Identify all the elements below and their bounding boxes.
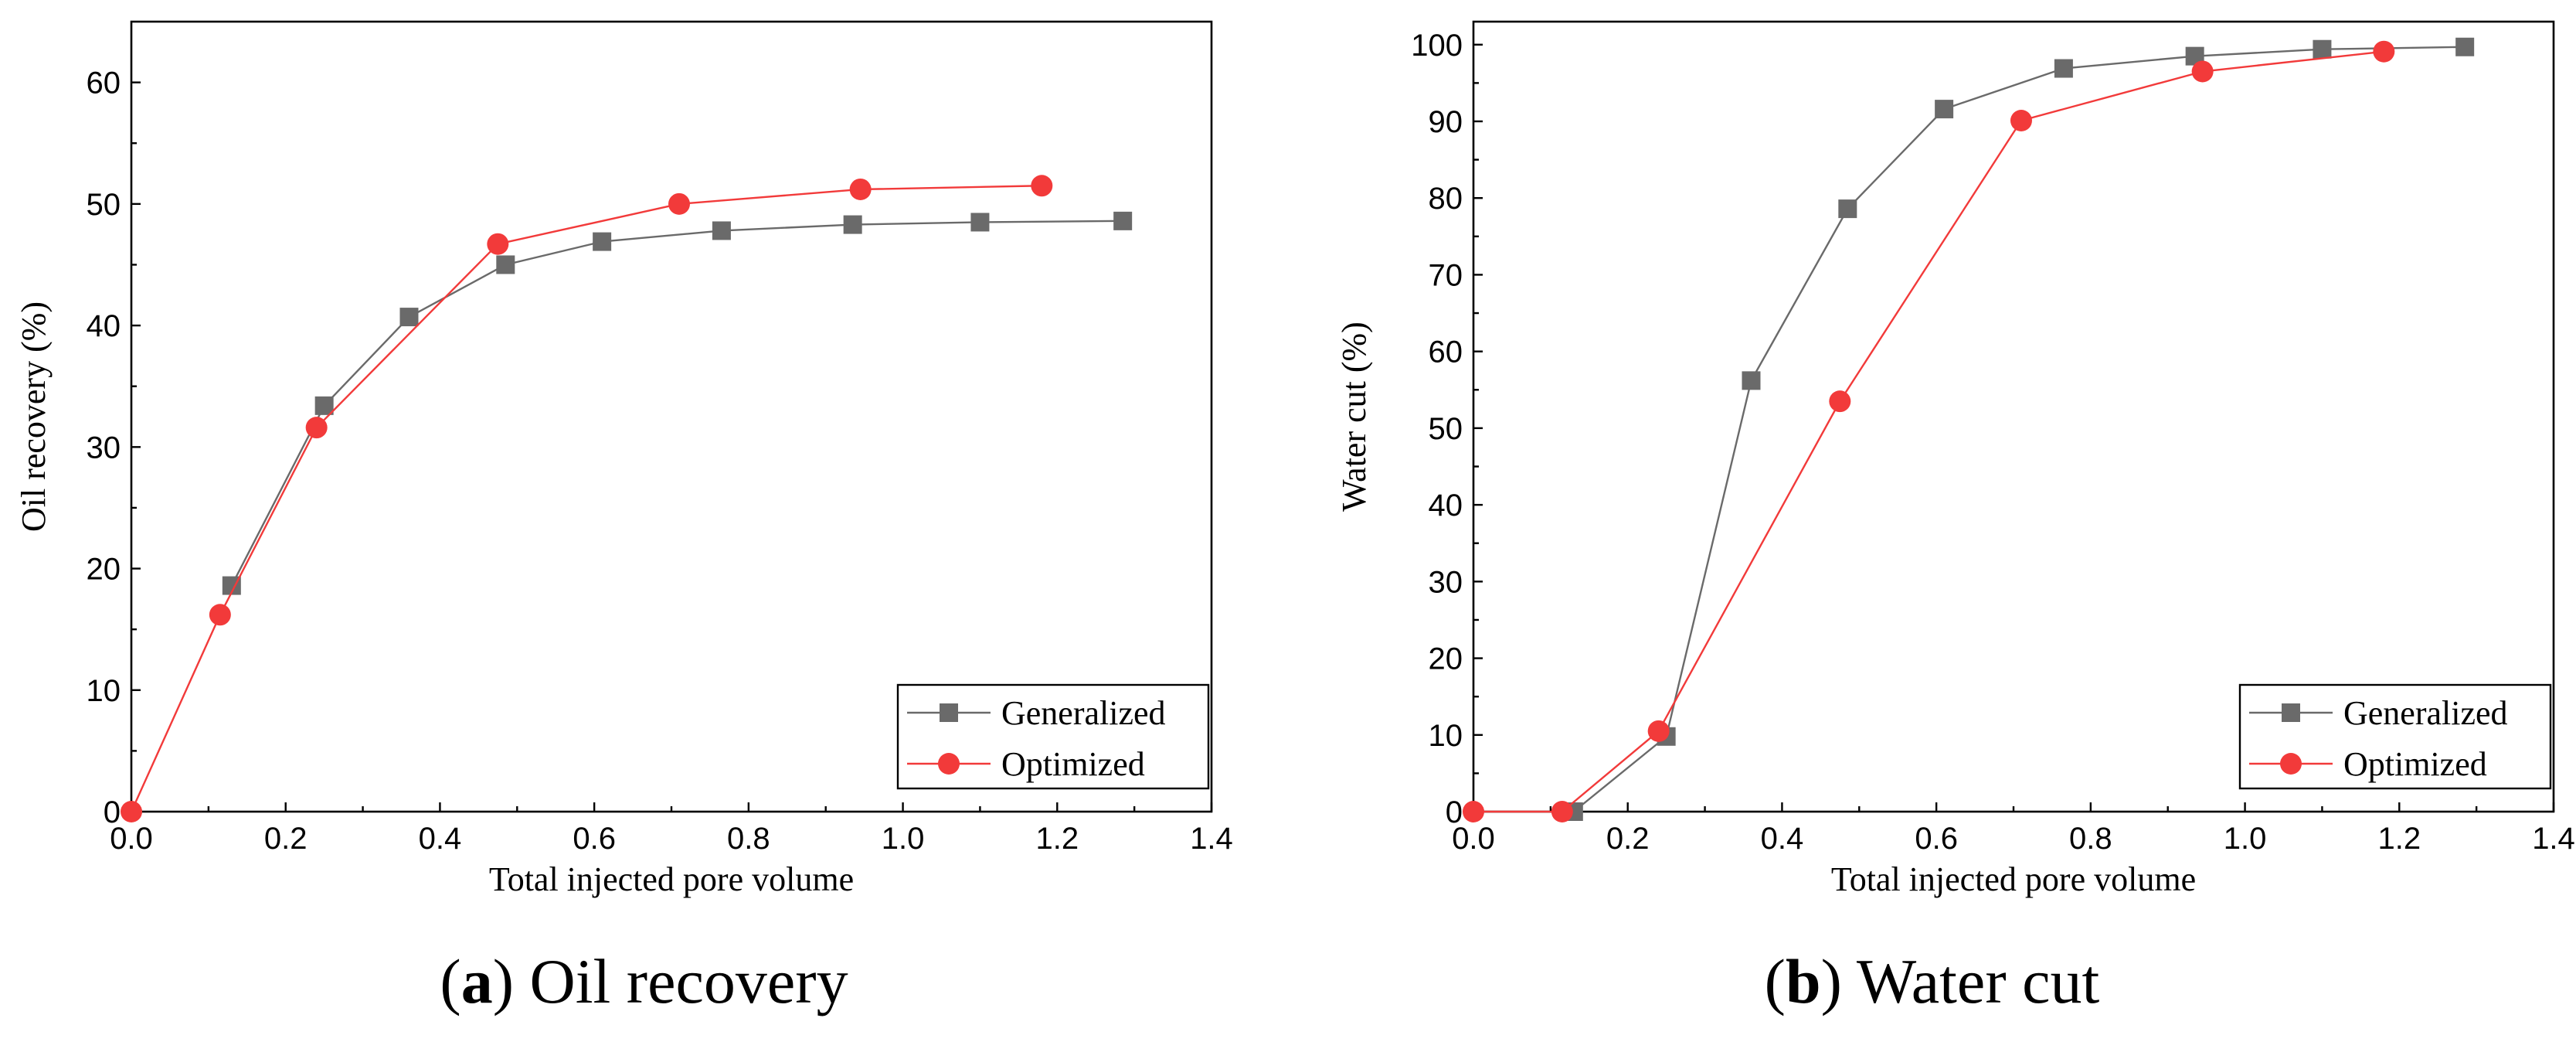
y-tick-label: 50	[87, 188, 121, 222]
y-tick-label: 0	[1446, 795, 1463, 829]
data-point-generalized	[2455, 37, 2475, 56]
x-tick-label: 1.2	[2377, 822, 2421, 856]
y-tick-label: 40	[87, 309, 121, 343]
data-point-generalized	[593, 232, 612, 251]
data-point-optimized	[2373, 40, 2395, 63]
data-point-optimized	[1829, 390, 1851, 413]
data-point-generalized	[2313, 39, 2332, 59]
x-tick-label: 0.2	[264, 822, 308, 856]
legend-marker-square-icon	[940, 703, 958, 722]
data-point-optimized	[305, 417, 328, 439]
data-point-generalized	[1935, 100, 1954, 119]
x-tick-label: 0.6	[1915, 822, 1958, 856]
series-line-generalized	[230, 220, 1123, 587]
x-tick-label: 0.4	[1761, 822, 1804, 856]
data-point-optimized	[1463, 801, 1484, 822]
y-tick-label: 0	[104, 795, 121, 829]
y-tick-label: 40	[1429, 489, 1463, 523]
y-tick-label: 90	[1429, 105, 1463, 139]
y-axis-title: Water cut (%)	[1335, 322, 1373, 512]
data-point-generalized	[2054, 59, 2073, 78]
y-tick-label: 60	[1429, 335, 1463, 369]
data-point-optimized	[121, 801, 142, 822]
x-tick-label: 0.8	[2069, 822, 2112, 856]
x-tick-label: 1.4	[1190, 822, 1233, 856]
data-point-optimized	[1647, 720, 1670, 742]
data-point-optimized	[487, 233, 509, 255]
caption-label: a	[460, 946, 493, 1016]
data-point-generalized	[1742, 371, 1761, 390]
y-tick-label: 20	[1429, 642, 1463, 676]
y-tick-label: 70	[1429, 258, 1463, 292]
data-point-generalized	[970, 213, 990, 232]
y-tick-label: 10	[1429, 719, 1463, 753]
legend: Generalized Optimized	[2238, 683, 2552, 790]
oil-recovery-chart: 0.0 0.2 0.4 0.6 0.8 1.0 1.2 1.4 0 10 20 30 40 50 60 Tot…	[15, 20, 1233, 898]
legend-marker-circle-icon	[2280, 753, 2302, 775]
y-tick-label: 20	[87, 553, 121, 587]
y-tick-label: 80	[1429, 182, 1463, 216]
data-point-generalized	[314, 396, 334, 415]
y-tick-label: 30	[1429, 565, 1463, 599]
y-tick-label: 10	[87, 674, 121, 708]
y-axis-title: Oil recovery (%)	[15, 301, 53, 532]
chart-panel-water-cut: 0.0 0.2 0.4 0.6 0.8 1.0 1.2 1.4 0 10 20 30 40 50 60 70 8…	[1288, 0, 2576, 1042]
legend-marker-circle-icon	[938, 753, 960, 775]
x-tick-label: 1.4	[2532, 822, 2575, 856]
x-tick-label: 0.2	[1606, 822, 1650, 856]
data-point-optimized	[2191, 60, 2214, 83]
legend-marker-square-icon	[2282, 703, 2300, 722]
data-point-generalized	[1838, 199, 1857, 219]
y-tick-label: 60	[87, 66, 121, 100]
caption-text: Water cut	[1856, 946, 2100, 1016]
data-point-generalized	[496, 255, 515, 274]
x-tick-label: 1.0	[2224, 822, 2267, 856]
x-tick-label: 1.2	[1035, 822, 1079, 856]
caption-water-cut: (b) Water cut	[1764, 946, 2100, 1016]
x-axis-title: Total injected pore volume	[489, 860, 854, 898]
data-point-optimized	[2010, 109, 2032, 131]
chart-panel-oil-recovery: 0.0 0.2 0.4 0.6 0.8 1.0 1.2 1.4 0 10 20 30 40 50 60 Tot…	[15, 20, 1233, 1016]
x-tick-label: 0.0	[110, 822, 153, 856]
data-point-optimized	[209, 604, 231, 626]
legend-label-generalized: Generalized	[2343, 694, 2508, 732]
data-point-generalized	[712, 221, 731, 240]
caption-oil-recovery: (a) Oil recovery	[440, 946, 848, 1016]
data-point-optimized	[1031, 175, 1053, 197]
legend-label-optimized: Optimized	[1001, 745, 1145, 783]
data-point-optimized	[1551, 801, 1573, 822]
x-tick-label: 0.6	[573, 822, 616, 856]
x-tick-label: 0.4	[419, 822, 462, 856]
y-tick-label: 30	[87, 431, 121, 465]
data-point-generalized	[1113, 211, 1133, 230]
data-point-generalized	[843, 215, 862, 234]
x-tick-label: 1.0	[882, 822, 925, 856]
caption-text: Oil recovery	[529, 946, 848, 1016]
data-point-generalized	[2185, 46, 2204, 66]
water-cut-chart: 0.0 0.2 0.4 0.6 0.8 1.0 1.2 1.4 0 10 20 30 40 50 60 70 8…	[1335, 20, 2575, 898]
legend-label-generalized: Generalized	[1001, 694, 1166, 732]
legend: Generalized Optimized	[896, 683, 1210, 790]
legend-label-optimized: Optimized	[2343, 745, 2487, 783]
data-point-generalized	[399, 308, 419, 327]
x-tick-label: 0.8	[727, 822, 770, 856]
x-axis-title: Total injected pore volume	[1831, 860, 2196, 898]
y-tick-label: 50	[1429, 412, 1463, 446]
x-tick-label: 0.0	[1452, 822, 1495, 856]
caption-label: b	[1785, 946, 1821, 1016]
data-point-optimized	[849, 178, 872, 200]
data-point-optimized	[668, 192, 690, 215]
y-tick-label: 100	[1411, 29, 1463, 63]
